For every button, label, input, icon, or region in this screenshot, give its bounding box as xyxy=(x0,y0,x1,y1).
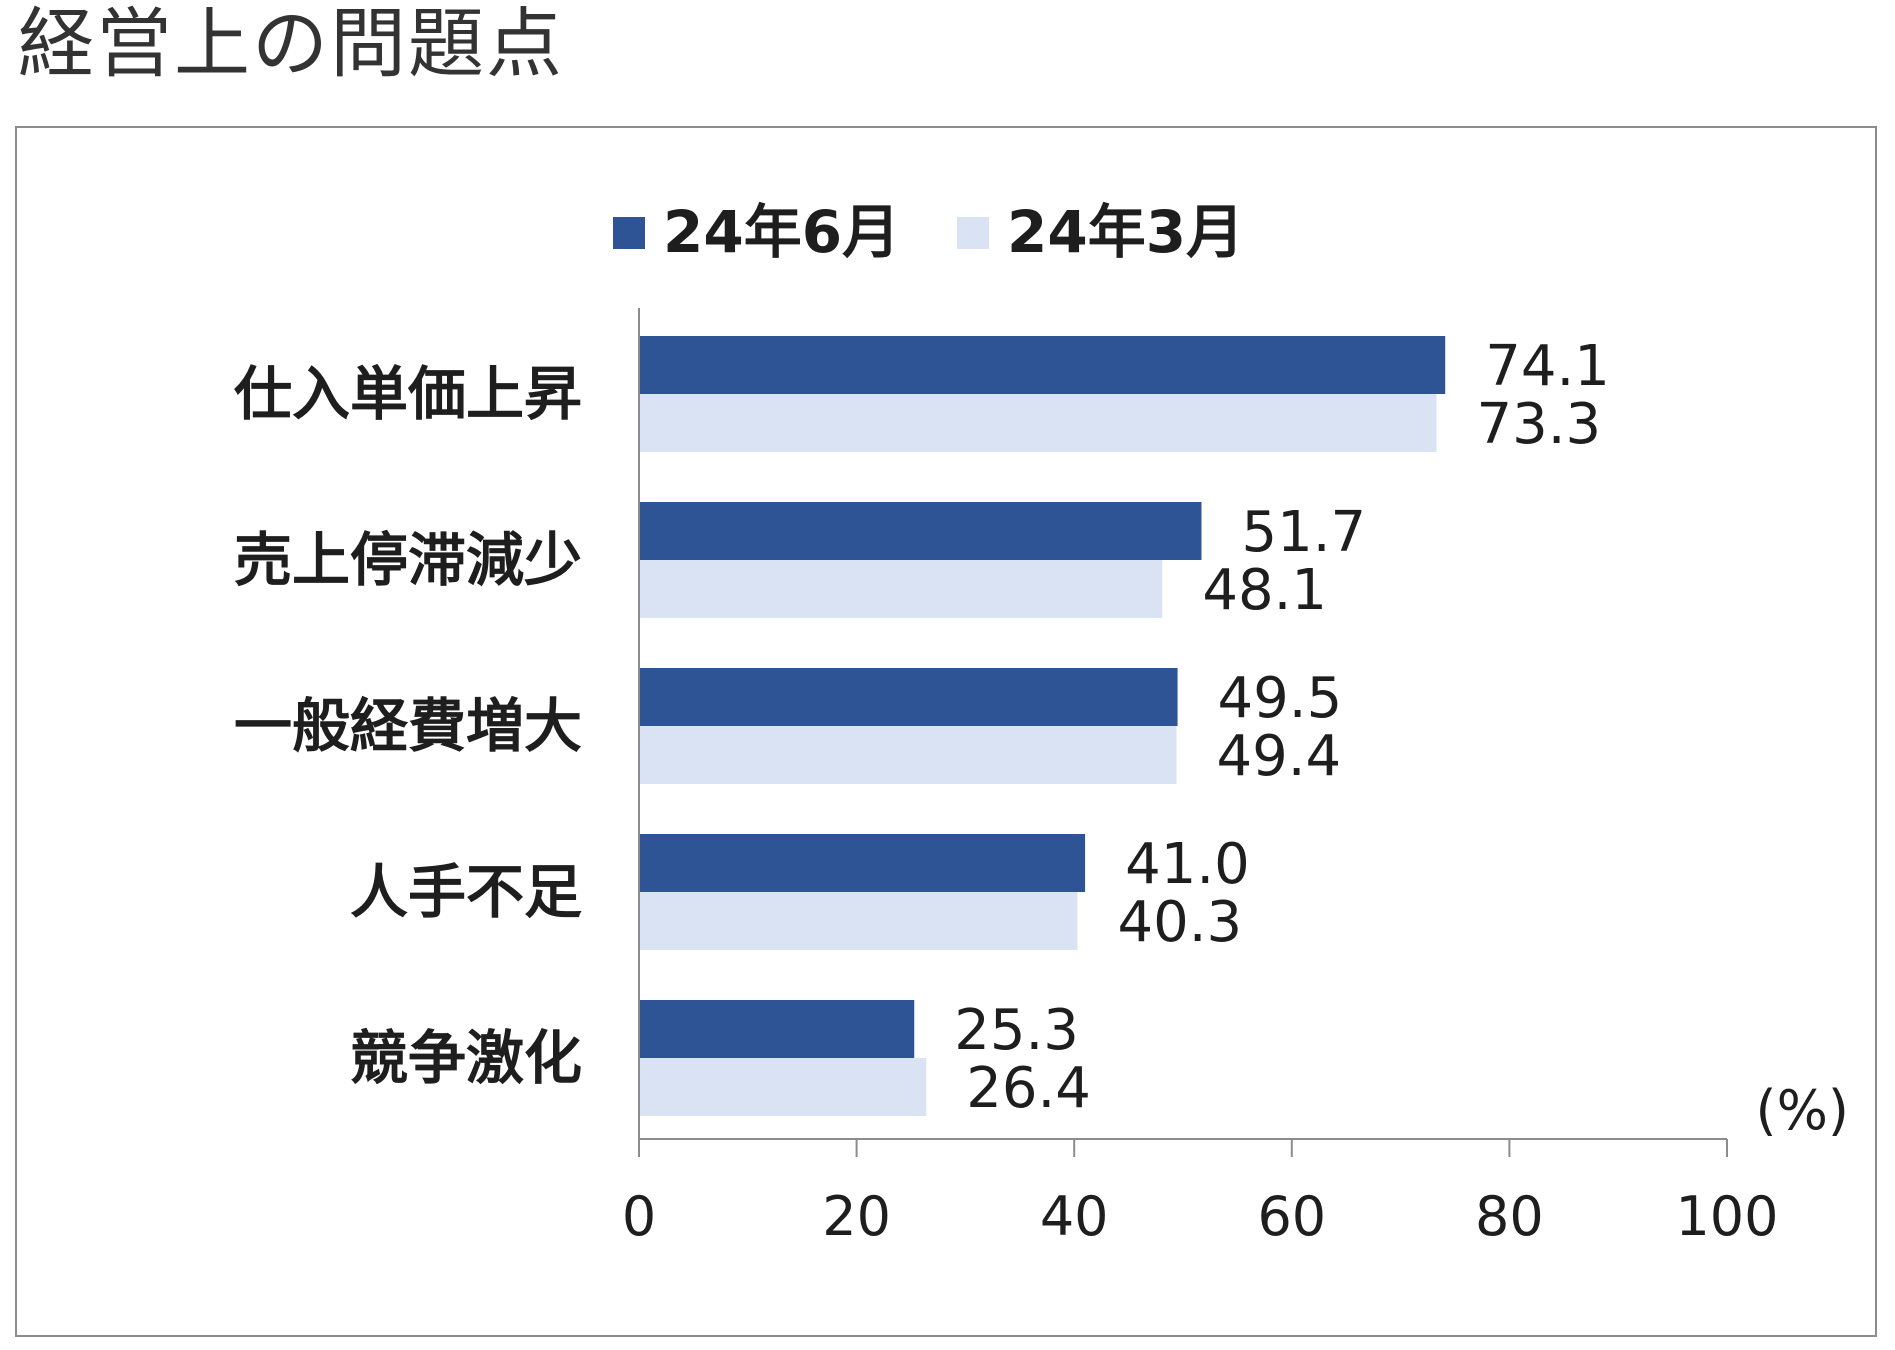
bar-series2-4 xyxy=(639,1058,927,1116)
x-tick-label: 0 xyxy=(622,1185,656,1248)
legend-label: 24年6月 xyxy=(663,198,900,266)
x-tick-label: 80 xyxy=(1475,1185,1544,1248)
bar-series1-1 xyxy=(639,502,1202,560)
data-label: 73.3 xyxy=(1477,392,1602,457)
bar-series1-2 xyxy=(639,668,1178,726)
unit-label: (%) xyxy=(1756,1079,1849,1142)
x-tick-label: 60 xyxy=(1257,1185,1326,1248)
category-label: 競争激化 xyxy=(350,1024,582,1092)
category-label: 人手不足 xyxy=(350,858,582,926)
data-label: 49.4 xyxy=(1216,724,1341,789)
legend-swatch xyxy=(613,217,645,249)
data-label: 40.3 xyxy=(1117,890,1242,955)
data-label: 26.4 xyxy=(966,1056,1091,1121)
page-title: 経営上の問題点 xyxy=(18,0,564,88)
category-label: 仕入単価上昇 xyxy=(234,360,582,428)
bar-series2-2 xyxy=(639,726,1177,784)
bar-chart: 24年6月 24年3月 0 20 40 60 80 100 (%) 74.173.3 仕入単価上… xyxy=(234,198,1849,1248)
data-label: 25.3 xyxy=(954,998,1079,1063)
bar-series2-3 xyxy=(639,892,1078,950)
bar-series1-0 xyxy=(639,336,1446,394)
legend-label: 24年3月 xyxy=(1007,198,1244,266)
category-label: 一般経費増大 xyxy=(234,692,582,760)
bar-series1-3 xyxy=(639,834,1086,892)
x-axis: 0 20 40 60 80 100 (%) xyxy=(622,308,1849,1248)
x-tick-label: 100 xyxy=(1675,1185,1778,1248)
x-tick-label: 40 xyxy=(1040,1185,1109,1248)
chart-frame: 24年6月 24年3月 0 20 40 60 80 100 (%) 74.1 73.3 仕入単価上… xyxy=(15,126,1877,1337)
data-label: 74.1 xyxy=(1485,334,1610,399)
data-label: 48.1 xyxy=(1202,558,1327,623)
bar-series2-0 xyxy=(639,394,1437,452)
bars xyxy=(639,336,1446,1116)
data-label: 41.0 xyxy=(1125,832,1250,897)
legend: 24年6月 24年3月 xyxy=(613,198,1244,266)
x-tick-label: 20 xyxy=(822,1185,891,1248)
bar-series2-1 xyxy=(639,560,1163,618)
legend-swatch xyxy=(957,217,989,249)
labels: 74.173.3 仕入単価上昇 51.748.1 売上停滞減少 49.549.4 一般経費… xyxy=(234,334,1610,1121)
category-label: 売上停滞減少 xyxy=(234,526,582,594)
data-label: 49.5 xyxy=(1218,666,1343,731)
data-label: 51.7 xyxy=(1241,500,1366,565)
bar-series1-4 xyxy=(639,1000,915,1058)
